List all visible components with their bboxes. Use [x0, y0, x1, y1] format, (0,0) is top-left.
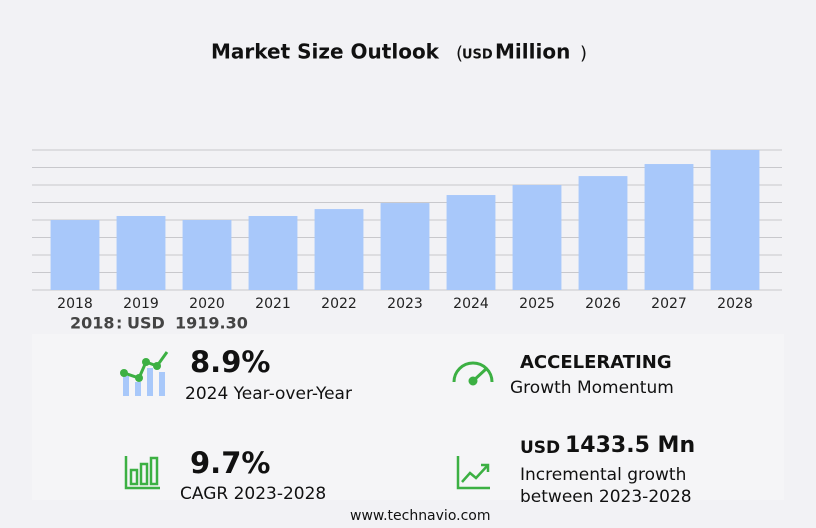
stat-label: 2024 Year-over-Year [185, 384, 352, 404]
title-paren: ) [580, 43, 587, 64]
x-tick-label: 2018 [57, 296, 93, 312]
stat-label: Growth Momentum [510, 378, 674, 398]
bar [446, 195, 496, 290]
stat-currency: USD [520, 438, 561, 458]
bar [644, 164, 694, 290]
bar [248, 215, 298, 290]
title-currency: USD [462, 48, 493, 63]
x-tick-label: 2026 [585, 296, 621, 312]
base-year: 2018 [70, 314, 115, 333]
x-tick-label: 2023 [387, 296, 423, 312]
title-unit: Million [495, 40, 570, 64]
bar [578, 176, 628, 290]
bar [116, 215, 166, 290]
x-tick-label: 2022 [321, 296, 357, 312]
footer: www.technavio.com [350, 508, 491, 524]
gauge-icon [452, 361, 494, 386]
x-tick-label: 2025 [519, 296, 555, 312]
x-tick-label: 2027 [651, 296, 687, 312]
stat-label: between 2023-2028 [520, 487, 692, 507]
bar [182, 220, 232, 290]
x-tick-label: 2028 [717, 296, 753, 312]
base-sep: : [116, 314, 122, 333]
bar [380, 203, 430, 290]
base-currency: USD [127, 314, 165, 333]
x-tick-label: 2021 [255, 296, 291, 312]
incremental-icon [456, 456, 490, 490]
base-value: 1919.30 [175, 314, 248, 333]
x-tick-label: 2019 [123, 296, 159, 312]
x-tick-label: 2024 [453, 296, 489, 312]
stat-label: CAGR 2023-2028 [180, 484, 327, 504]
title-paren: ( [456, 43, 463, 64]
stat-value: 1433.5 Mn [565, 433, 696, 458]
chart-title: Market Size Outlook [211, 40, 440, 64]
bar [710, 150, 760, 290]
bar [314, 209, 364, 290]
bar [50, 220, 100, 290]
x-tick-label: 2020 [189, 296, 225, 312]
stat-label: Incremental growth [520, 465, 687, 485]
stat-value: 9.7% [190, 446, 271, 480]
stat-value: ACCELERATING [520, 352, 672, 373]
chart: Market Size Outlook ( USD Million ) 2018… [32, 40, 782, 333]
bar [512, 185, 562, 290]
cagr-icon [124, 456, 160, 490]
yoy-icon [120, 351, 169, 396]
stat-value: 8.9% [190, 345, 271, 379]
